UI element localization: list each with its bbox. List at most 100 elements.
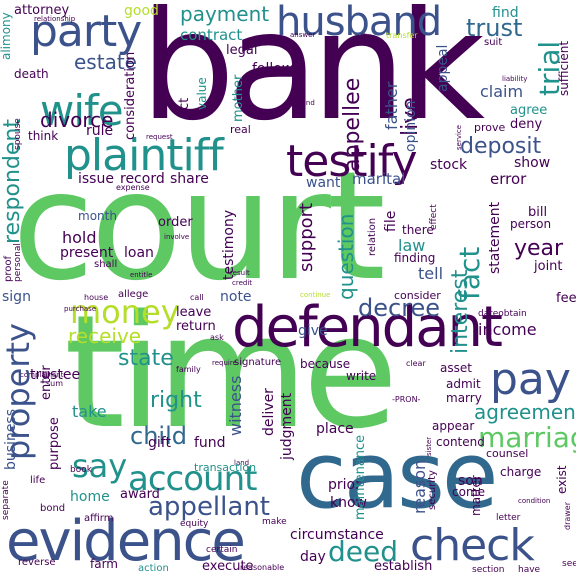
word-appear: appear — [432, 419, 475, 433]
word-certain: certain — [206, 545, 238, 555]
word-business: business — [3, 408, 19, 470]
word-estate: estate — [74, 50, 137, 74]
word-section: section — [472, 565, 505, 575]
word-party: party — [30, 6, 142, 57]
word-decree: decree — [358, 294, 441, 322]
word-value: value — [195, 77, 209, 110]
word-charge: charge — [500, 465, 542, 479]
word-legal: legal — [226, 43, 258, 58]
word-relation: relation — [367, 217, 378, 256]
word-fee: fee — [556, 291, 576, 306]
word-land: land — [234, 459, 250, 467]
word-sister: sister — [425, 436, 433, 456]
word-see: see — [562, 559, 576, 569]
word-reason: reason — [410, 459, 429, 514]
word-request: request — [146, 133, 173, 141]
word-allege: allege — [118, 289, 149, 300]
word-want: want — [306, 175, 341, 191]
word-gift: gift — [148, 435, 171, 451]
word-purchase: purchase — [64, 305, 97, 313]
word-dateobtain: dateobtain — [478, 309, 527, 319]
word-matter: matter — [469, 475, 483, 516]
word-transaction: transaction — [194, 461, 257, 474]
word-come: come — [452, 485, 486, 499]
word-agree: agree — [510, 103, 548, 118]
word-loan: loan — [124, 245, 154, 261]
word-follow: follow — [252, 61, 294, 77]
word-place: place — [316, 421, 354, 437]
word-award: award — [120, 487, 160, 502]
word-signature: signature — [234, 357, 282, 368]
word-wife: wife — [40, 86, 124, 135]
word-deed: deed — [328, 535, 398, 568]
word-appellee: appellee — [340, 77, 365, 172]
word-bond: bond — [40, 503, 66, 514]
word-continue: continue — [300, 291, 331, 299]
word-reverse: reverse — [18, 557, 56, 568]
word-involve: involve — [164, 233, 190, 241]
word-day: day — [300, 549, 326, 565]
word-there: there — [402, 223, 434, 237]
word-check: check — [410, 520, 535, 571]
word-error: error — [490, 170, 527, 188]
word-credit: credit — [232, 279, 253, 287]
word-husband: husband — [276, 0, 442, 45]
word-consideration: consideration — [123, 51, 138, 140]
word-make: make — [262, 517, 287, 527]
word-present: present — [60, 245, 114, 261]
word-order: order — [158, 215, 193, 230]
word-alimony: alimony — [0, 12, 13, 60]
word-month: month — [78, 209, 117, 223]
word-require: require — [212, 359, 237, 367]
word-child: child — [130, 422, 187, 450]
word-affirm: affirm — [84, 513, 114, 524]
word-office: office — [356, 33, 376, 41]
word-support: support — [296, 202, 317, 272]
word-year: year — [514, 236, 564, 261]
word-opinion: opinion — [403, 100, 419, 152]
word-appeal: appeal — [435, 44, 451, 92]
word-good: good — [124, 3, 159, 19]
word-son: son — [458, 473, 483, 489]
word-joint: joint — [534, 259, 563, 274]
word-divorce: divorce — [40, 108, 114, 132]
word-clear: clear — [406, 359, 426, 368]
word-spouse: spouse — [13, 118, 23, 150]
word-claim: claim — [480, 82, 524, 101]
word-pay: pay — [490, 354, 571, 405]
word-rule: rule — [86, 123, 114, 139]
word-contend: contend — [436, 435, 485, 449]
word-testimony: testimony — [221, 209, 237, 280]
word-finding: finding — [394, 251, 436, 265]
word-complainant: complainant — [20, 371, 64, 379]
word-because: because — [300, 357, 351, 371]
word-marriage: marriage — [478, 421, 576, 454]
word-file: file — [383, 210, 399, 232]
word-person: person — [510, 217, 552, 231]
word-mother: mother — [231, 74, 246, 122]
word-father: father — [382, 81, 401, 130]
word-question: question — [334, 213, 358, 300]
word-right: right — [150, 388, 202, 413]
word-action: action — [138, 563, 169, 574]
word-service: service — [455, 124, 463, 150]
word-judgment: judgment — [279, 392, 295, 460]
word-court: court — [12, 140, 386, 314]
word-trustee: trustee — [30, 367, 81, 383]
word-home: home — [70, 489, 110, 505]
word-return: return — [176, 319, 216, 334]
word-book: book — [70, 465, 92, 475]
word-counsel: counsel — [486, 447, 529, 460]
word-say: say — [72, 447, 128, 485]
word-give: give — [298, 323, 328, 339]
word-law: law — [398, 236, 426, 255]
word-transfer: transfer — [386, 31, 418, 40]
word-contract: contract — [180, 26, 243, 44]
word-payment: payment — [180, 2, 270, 26]
word-circumstance: circumstance — [290, 527, 384, 543]
word-pron: -PRON- — [392, 395, 421, 404]
word-call: call — [190, 293, 204, 302]
word-marital: marital — [352, 170, 406, 188]
word-establish: establish — [374, 559, 433, 574]
word-result: result — [230, 269, 250, 277]
